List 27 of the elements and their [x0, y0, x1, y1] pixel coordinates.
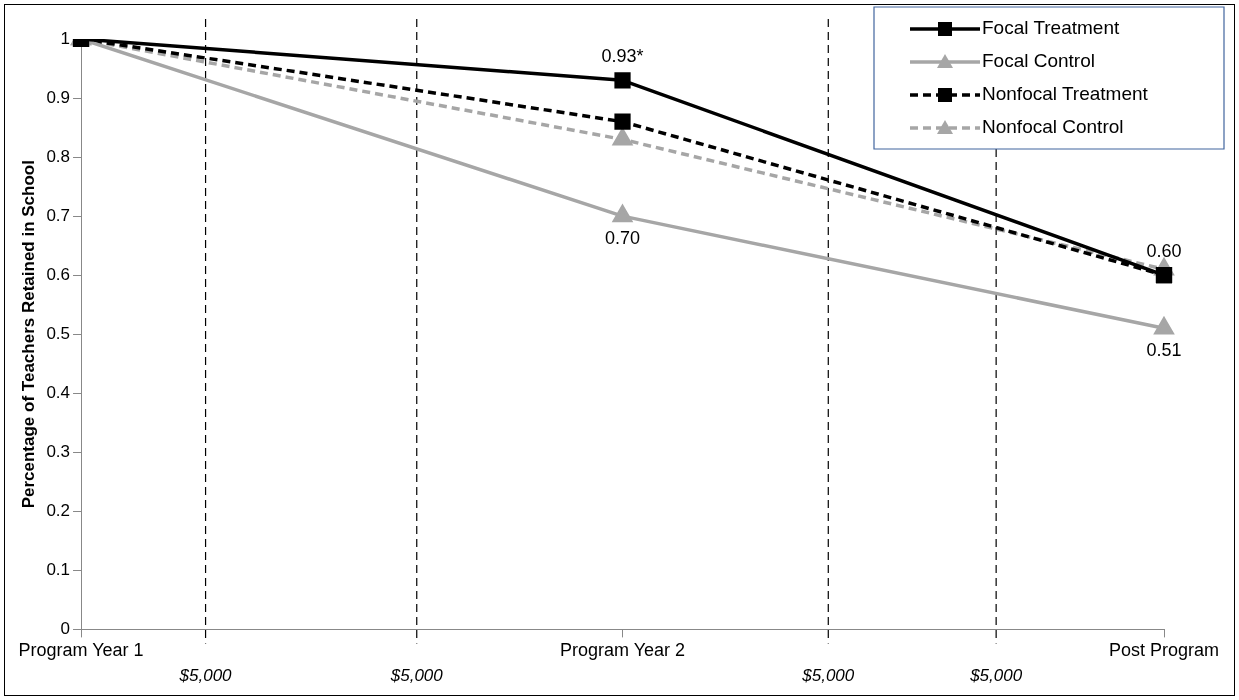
text: $5,000 [178, 665, 233, 685]
y-tick-label: 0.6 [46, 264, 71, 284]
legend-label: Nonfocal Control [982, 116, 1124, 138]
y-tick-label: 0.8 [46, 146, 71, 166]
legend-label: Nonfocal Treatment [982, 83, 1149, 105]
annotation: 0.70 [604, 228, 641, 249]
y-axis-title: Percentage of Teachers Retained in School [18, 160, 38, 509]
y-tick-label: 0.2 [46, 501, 71, 521]
text: $5,000 [969, 665, 1023, 685]
x-tick-label: Post Program [1108, 640, 1220, 661]
y-tick-label: 0.1 [46, 560, 71, 580]
y-tick-label: 0.3 [46, 441, 71, 461]
annotation: 0.60 [1146, 241, 1182, 262]
text: $5,000 [389, 665, 444, 685]
y-tick-label: 0.7 [46, 205, 71, 225]
y-tick-label: 0.5 [46, 323, 71, 343]
x-tick-label: Program Year 2 [559, 640, 686, 661]
annotation: 0.93* [601, 46, 644, 67]
annotation: 0.51 [1146, 340, 1182, 361]
y-tick-label: 0.4 [46, 382, 71, 402]
legend-label: Focal Control [982, 50, 1095, 72]
x-tick-label: Program Year 1 [18, 640, 144, 661]
y-tick-label: 0 [60, 619, 71, 639]
y-tick-label: 1 [60, 28, 71, 48]
text: $5,000 [801, 665, 855, 685]
y-tick-label: 0.9 [46, 87, 71, 107]
legend-label: Focal Treatment [982, 17, 1120, 39]
